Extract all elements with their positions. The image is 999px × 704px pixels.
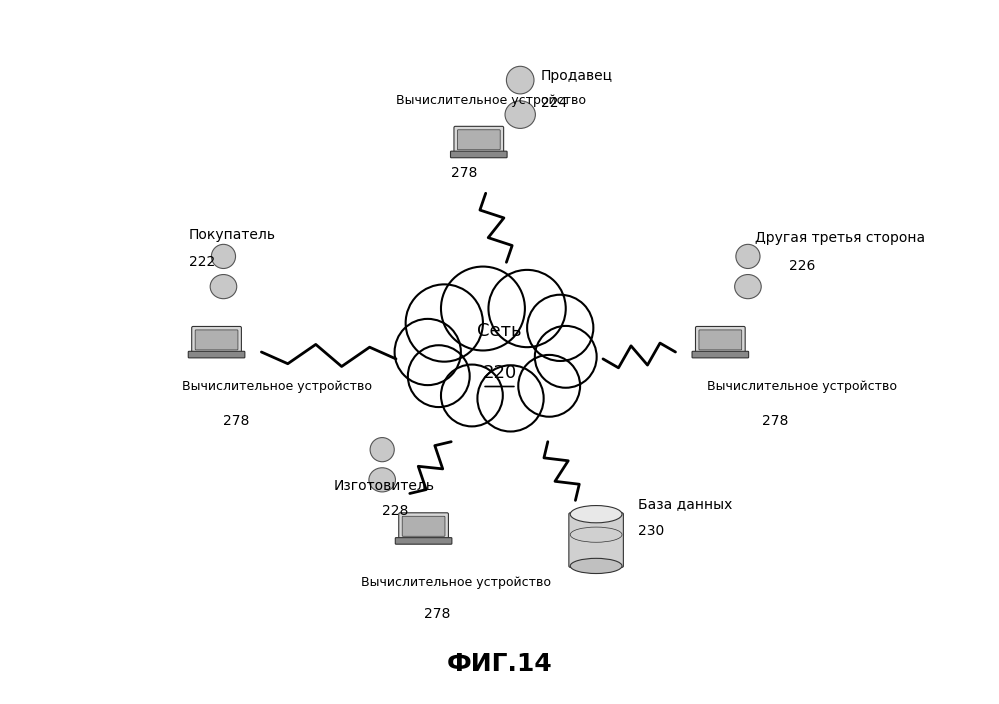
Text: 278: 278 — [762, 414, 788, 428]
Circle shape — [527, 295, 593, 361]
Ellipse shape — [210, 275, 237, 298]
Circle shape — [441, 267, 524, 351]
Text: Продавец: Продавец — [540, 69, 613, 83]
Text: Другая третья сторона: Другая третья сторона — [755, 231, 925, 245]
Circle shape — [441, 365, 502, 427]
Text: Покупатель: Покупатель — [189, 227, 276, 241]
FancyBboxPatch shape — [695, 327, 745, 353]
Text: 224: 224 — [540, 96, 567, 111]
FancyBboxPatch shape — [192, 327, 242, 353]
Ellipse shape — [505, 101, 535, 128]
Circle shape — [534, 326, 596, 388]
FancyBboxPatch shape — [188, 351, 245, 358]
FancyBboxPatch shape — [195, 330, 238, 350]
Ellipse shape — [570, 505, 622, 523]
Text: 220: 220 — [483, 364, 516, 382]
FancyBboxPatch shape — [458, 130, 500, 150]
Text: Вычислительное устройство: Вычислительное устройство — [706, 379, 896, 393]
Text: Сеть: Сеть — [478, 322, 521, 340]
FancyBboxPatch shape — [403, 516, 445, 536]
Circle shape — [406, 284, 483, 362]
Text: 278: 278 — [424, 608, 450, 622]
Ellipse shape — [734, 275, 761, 298]
Circle shape — [408, 345, 470, 407]
Text: Изготовитель: Изготовитель — [334, 479, 435, 494]
Text: База данных: База данных — [637, 497, 732, 510]
Text: 230: 230 — [637, 524, 663, 539]
Circle shape — [736, 244, 760, 268]
FancyBboxPatch shape — [399, 513, 449, 540]
Text: Вычислительное устройство: Вычислительное устройство — [182, 379, 372, 393]
Circle shape — [478, 365, 543, 432]
FancyBboxPatch shape — [454, 126, 503, 153]
Ellipse shape — [428, 308, 571, 396]
Circle shape — [395, 319, 461, 385]
FancyBboxPatch shape — [699, 330, 741, 350]
Circle shape — [370, 438, 395, 462]
Text: 278: 278 — [452, 165, 478, 180]
Text: 226: 226 — [789, 258, 816, 272]
FancyBboxPatch shape — [568, 513, 623, 567]
Text: ФИГ.14: ФИГ.14 — [447, 653, 552, 677]
Text: Вычислительное устройство: Вычислительное устройство — [396, 94, 586, 107]
Text: 228: 228 — [383, 503, 409, 517]
Ellipse shape — [570, 527, 622, 542]
Text: Вычислительное устройство: Вычислительное устройство — [362, 577, 551, 589]
Ellipse shape — [570, 558, 622, 574]
Circle shape — [518, 355, 580, 417]
FancyBboxPatch shape — [396, 538, 452, 544]
Circle shape — [489, 270, 565, 347]
FancyBboxPatch shape — [692, 351, 748, 358]
Text: 222: 222 — [189, 255, 215, 269]
Ellipse shape — [369, 467, 396, 492]
FancyBboxPatch shape — [451, 151, 507, 158]
Text: 278: 278 — [224, 414, 250, 428]
Circle shape — [212, 244, 236, 268]
Circle shape — [506, 66, 534, 94]
